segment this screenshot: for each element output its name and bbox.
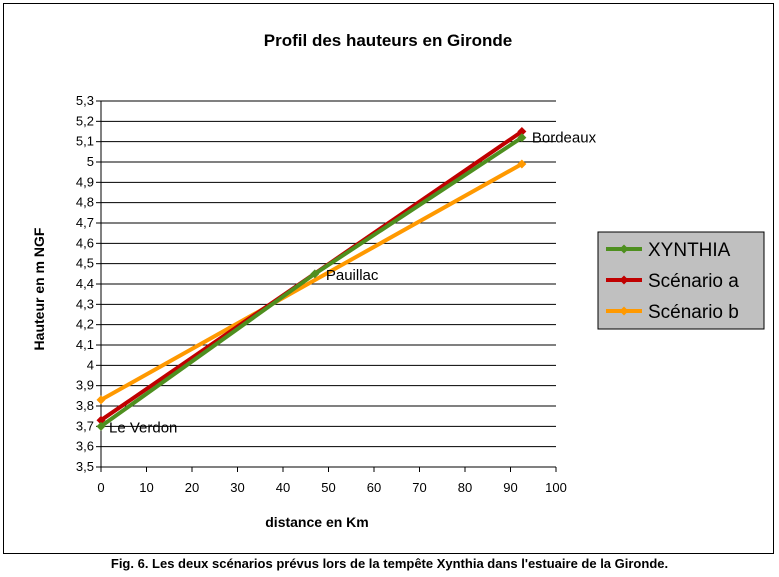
x-tick-label: 80 bbox=[458, 480, 472, 495]
x-tick-label: 60 bbox=[367, 480, 381, 495]
legend: XYNTHIA Scénario a Scénario b bbox=[597, 231, 765, 330]
y-tick-label: 4,6 bbox=[76, 235, 94, 250]
axes bbox=[96, 100, 557, 472]
data-point-marker bbox=[517, 133, 527, 143]
y-axis-title: Hauteur en m NGF bbox=[31, 227, 47, 350]
x-axis-title: distance en Km bbox=[265, 514, 368, 530]
y-tick-label: 5,1 bbox=[76, 134, 94, 149]
chart-title: Profil des hauteurs en Gironde bbox=[264, 31, 512, 50]
legend-marker bbox=[619, 275, 629, 285]
x-tick-label: 100 bbox=[545, 480, 567, 495]
y-tick-label: 4,9 bbox=[76, 174, 94, 189]
y-tick-label: 5 bbox=[87, 154, 94, 169]
x-tick-label: 40 bbox=[276, 480, 290, 495]
y-tick-label: 4,3 bbox=[76, 296, 94, 311]
x-tick-label: 50 bbox=[321, 480, 335, 495]
y-tick-label: 5,2 bbox=[76, 113, 94, 128]
x-tick-label: 70 bbox=[412, 480, 426, 495]
data-point-marker bbox=[517, 127, 527, 136]
data-point-marker bbox=[96, 395, 106, 405]
x-tick-label: 10 bbox=[139, 480, 153, 495]
y-tick-label: 3,6 bbox=[76, 439, 94, 454]
series-line bbox=[100, 162, 523, 402]
point-annotation: Le Verdon bbox=[109, 419, 177, 436]
point-annotation: Pauillac bbox=[326, 267, 379, 284]
y-tick-label: 4,2 bbox=[76, 317, 94, 332]
legend-label: Scénario b bbox=[648, 302, 739, 323]
legend-label: Scénario a bbox=[648, 271, 739, 292]
x-tick-label: 30 bbox=[230, 480, 244, 495]
legend-marker bbox=[619, 244, 629, 254]
y-tick-label: 4,8 bbox=[76, 195, 94, 210]
data-point-marker bbox=[96, 421, 106, 431]
y-tick-label: 3,7 bbox=[76, 418, 94, 433]
y-tick-label: 3,9 bbox=[76, 378, 94, 393]
y-tick-label: 5,3 bbox=[76, 93, 94, 108]
annotations: Le Verdon Pauillac Bordeaux bbox=[109, 130, 597, 437]
series-lines bbox=[96, 127, 527, 431]
y-tick-label: 4,5 bbox=[76, 256, 94, 271]
figure-caption: Fig. 6. Les deux scénarios prévus lors d… bbox=[110, 556, 669, 571]
line-chart: 3,5 3,6 3,7 3,8 3,9 4 4,1 4,2 4,3 4,4 4,5 4,6 4,7 4,8… bbox=[31, 31, 765, 530]
x-tick-label: 0 bbox=[97, 480, 104, 495]
x-tick-label: 20 bbox=[185, 480, 199, 495]
y-tick-label: 3,8 bbox=[76, 398, 94, 413]
legend-marker bbox=[619, 306, 629, 316]
y-tick-label: 4,4 bbox=[76, 276, 94, 291]
y-tick-label: 4,1 bbox=[76, 337, 94, 352]
tick-labels: 3,5 3,6 3,7 3,8 3,9 4 4,1 4,2 4,3 4,4 4,5 4,6 4,7 4,8… bbox=[76, 93, 567, 495]
point-annotation: Bordeaux bbox=[532, 130, 597, 147]
legend-label: XYNTHIA bbox=[648, 240, 731, 261]
y-tick-label: 4 bbox=[87, 357, 94, 372]
x-tick-label: 90 bbox=[503, 480, 517, 495]
y-tick-label: 3,5 bbox=[76, 459, 94, 474]
data-point-marker bbox=[310, 269, 320, 279]
y-tick-label: 4,7 bbox=[76, 215, 94, 230]
data-point-marker bbox=[517, 159, 527, 169]
